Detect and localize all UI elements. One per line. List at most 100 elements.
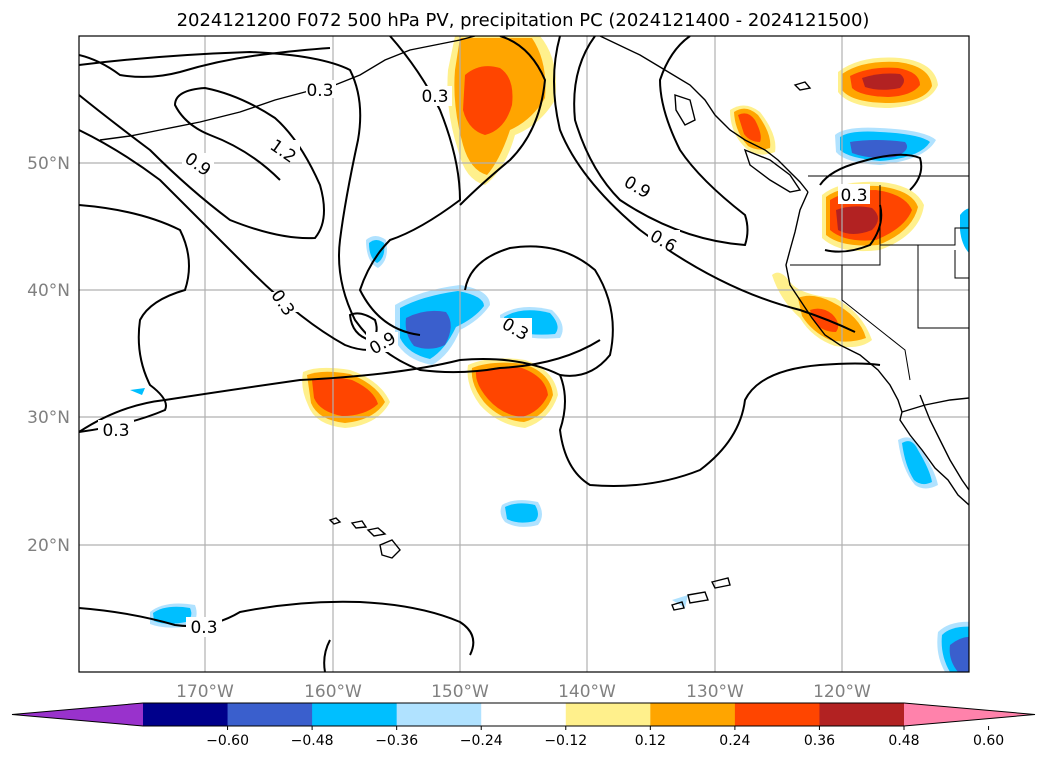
contour-0.6-ridge (459, 36, 547, 206)
pv-contours (79, 36, 923, 672)
island-revillagigedo-2 (710, 577, 731, 589)
lat-label-40n: 40°N (27, 281, 70, 301)
contour-0.6-east (553, 36, 856, 333)
lon-label-140w: 140°W (558, 682, 616, 702)
colorbar-segment (819, 703, 905, 726)
lat-label-30n: 30°N (27, 408, 70, 428)
contour-1.2 (79, 86, 325, 240)
colorbar-segment (481, 703, 567, 726)
contour-0.3-central (79, 50, 601, 374)
colorbar-segment (312, 703, 398, 726)
coast-aleutians (99, 43, 441, 141)
colorbar-segment (396, 703, 482, 726)
precip-dot-south (672, 595, 688, 608)
coast-us-west (785, 191, 903, 413)
colorbar-tick-label: 0.60 (973, 733, 1004, 749)
colorbar-segment (143, 703, 229, 726)
precip-blob-small-neg-north (366, 236, 387, 268)
lon-label-160w: 160°W (304, 682, 362, 702)
colorbar-tick-label: 0.24 (719, 733, 750, 749)
contour-0.3-lower-tail (323, 639, 331, 672)
border-states-3 (917, 245, 969, 329)
lon-label-150w: 150°W (431, 682, 489, 702)
precip-blob-baja-negative (898, 437, 938, 489)
gridlines (79, 36, 969, 672)
border-nevada (841, 265, 911, 381)
coast-border-mexico (901, 397, 969, 413)
svg-text:0.3: 0.3 (306, 81, 333, 101)
island-oahu (350, 520, 368, 529)
island-revillagigedo-1 (687, 591, 709, 604)
map-title: 2024121200 F072 500 hPa PV, precipitatio… (177, 10, 870, 31)
precip-dot-west (130, 388, 145, 395)
lon-label-170w: 170°W (176, 682, 234, 702)
svg-text:0.3: 0.3 (421, 87, 448, 107)
colorbar-tick-label: 0.36 (804, 733, 835, 749)
colorbar-extend-high (904, 703, 1035, 726)
lon-label-120w: 120°W (813, 682, 871, 702)
colorbar-segment (227, 703, 313, 726)
colorbar-segment (734, 703, 820, 726)
latitude-labels: 50°N 40°N 30°N 20°N (27, 154, 70, 556)
contour-0.3-ne (819, 153, 923, 191)
lat-label-50n: 50°N (27, 154, 70, 174)
precip-blob-south-central-positive (467, 358, 558, 428)
contour-label-12: 0.3 (418, 86, 452, 107)
contour-0.9-west (79, 129, 391, 351)
coast-gulf-california (919, 394, 969, 491)
contour-loop-central (464, 245, 614, 377)
map-area (79, 36, 969, 672)
precip-blob-edge-negative (960, 208, 969, 254)
contour-label-11: 0.3 (186, 617, 222, 638)
colorbar-tick-label: −0.12 (544, 733, 587, 749)
colorbar-tick-label: −0.48 (291, 733, 334, 749)
contour-0.3-nw-us (824, 204, 883, 253)
island-haida-gwaii (674, 94, 696, 126)
lon-label-130w: 130°W (686, 682, 744, 702)
coast-baja-west (899, 411, 969, 506)
coast-vancouver-island (743, 148, 802, 193)
colorbar-tick-label: 0.48 (888, 733, 919, 749)
precip-blob-gulf-alaska (447, 36, 556, 185)
colorbar: −0.60 −0.48 −0.36 −0.24 −0.12 0.12 0.24 0.36 0.4… (11, 702, 1036, 749)
contour-0.3-lower (79, 600, 475, 656)
contour-label-9: 0.3 (838, 184, 870, 206)
map-frame (78, 35, 970, 673)
svg-text:0.3: 0.3 (190, 618, 217, 638)
island-molokai (366, 527, 387, 537)
coast-alaska-south (439, 36, 476, 45)
svg-text:0.3: 0.3 (102, 421, 129, 441)
colorbar-outline (11, 702, 1036, 727)
island-revillagigedo-3 (671, 601, 685, 611)
border-states-4 (954, 250, 969, 279)
precip-blob-south-negative (500, 500, 542, 527)
island-hawaii (379, 539, 401, 559)
colorbar-tick-label: −0.24 (460, 733, 503, 749)
precip-blob-west-positive (302, 367, 390, 428)
contour-0.3-north (79, 47, 331, 78)
lat-label-20n: 20°N (27, 536, 70, 556)
colorbar-tick-label: −0.36 (375, 733, 418, 749)
precip-blob-central-negative (395, 285, 490, 365)
colorbar-extend-low (12, 703, 143, 726)
colorbar-tick-label: 0.12 (635, 733, 666, 749)
colorbar-tick-label: −0.60 (206, 733, 249, 749)
colorbar-segment (650, 703, 736, 726)
contour-0.3-west (79, 204, 190, 433)
political-borders (790, 175, 969, 381)
island-kauai (328, 517, 342, 525)
longitude-labels: 170°W 160°W 150°W 140°W 130°W 120°W (176, 682, 871, 702)
svg-text:0.3: 0.3 (840, 186, 867, 206)
precip-blob-canada-positive (838, 57, 938, 108)
precip-blob-lower-right-negative (937, 621, 969, 672)
coastlines (99, 36, 969, 611)
contour-label-10: 0.3 (98, 420, 134, 441)
precip-shading (130, 36, 969, 672)
island-small-north (793, 81, 812, 91)
contour-label-1: 0.3 (306, 80, 336, 101)
contour-0.9-east (573, 36, 749, 247)
colorbar-segment (565, 703, 651, 726)
coast-bc (599, 36, 809, 193)
contour-0.3-south (79, 358, 881, 487)
